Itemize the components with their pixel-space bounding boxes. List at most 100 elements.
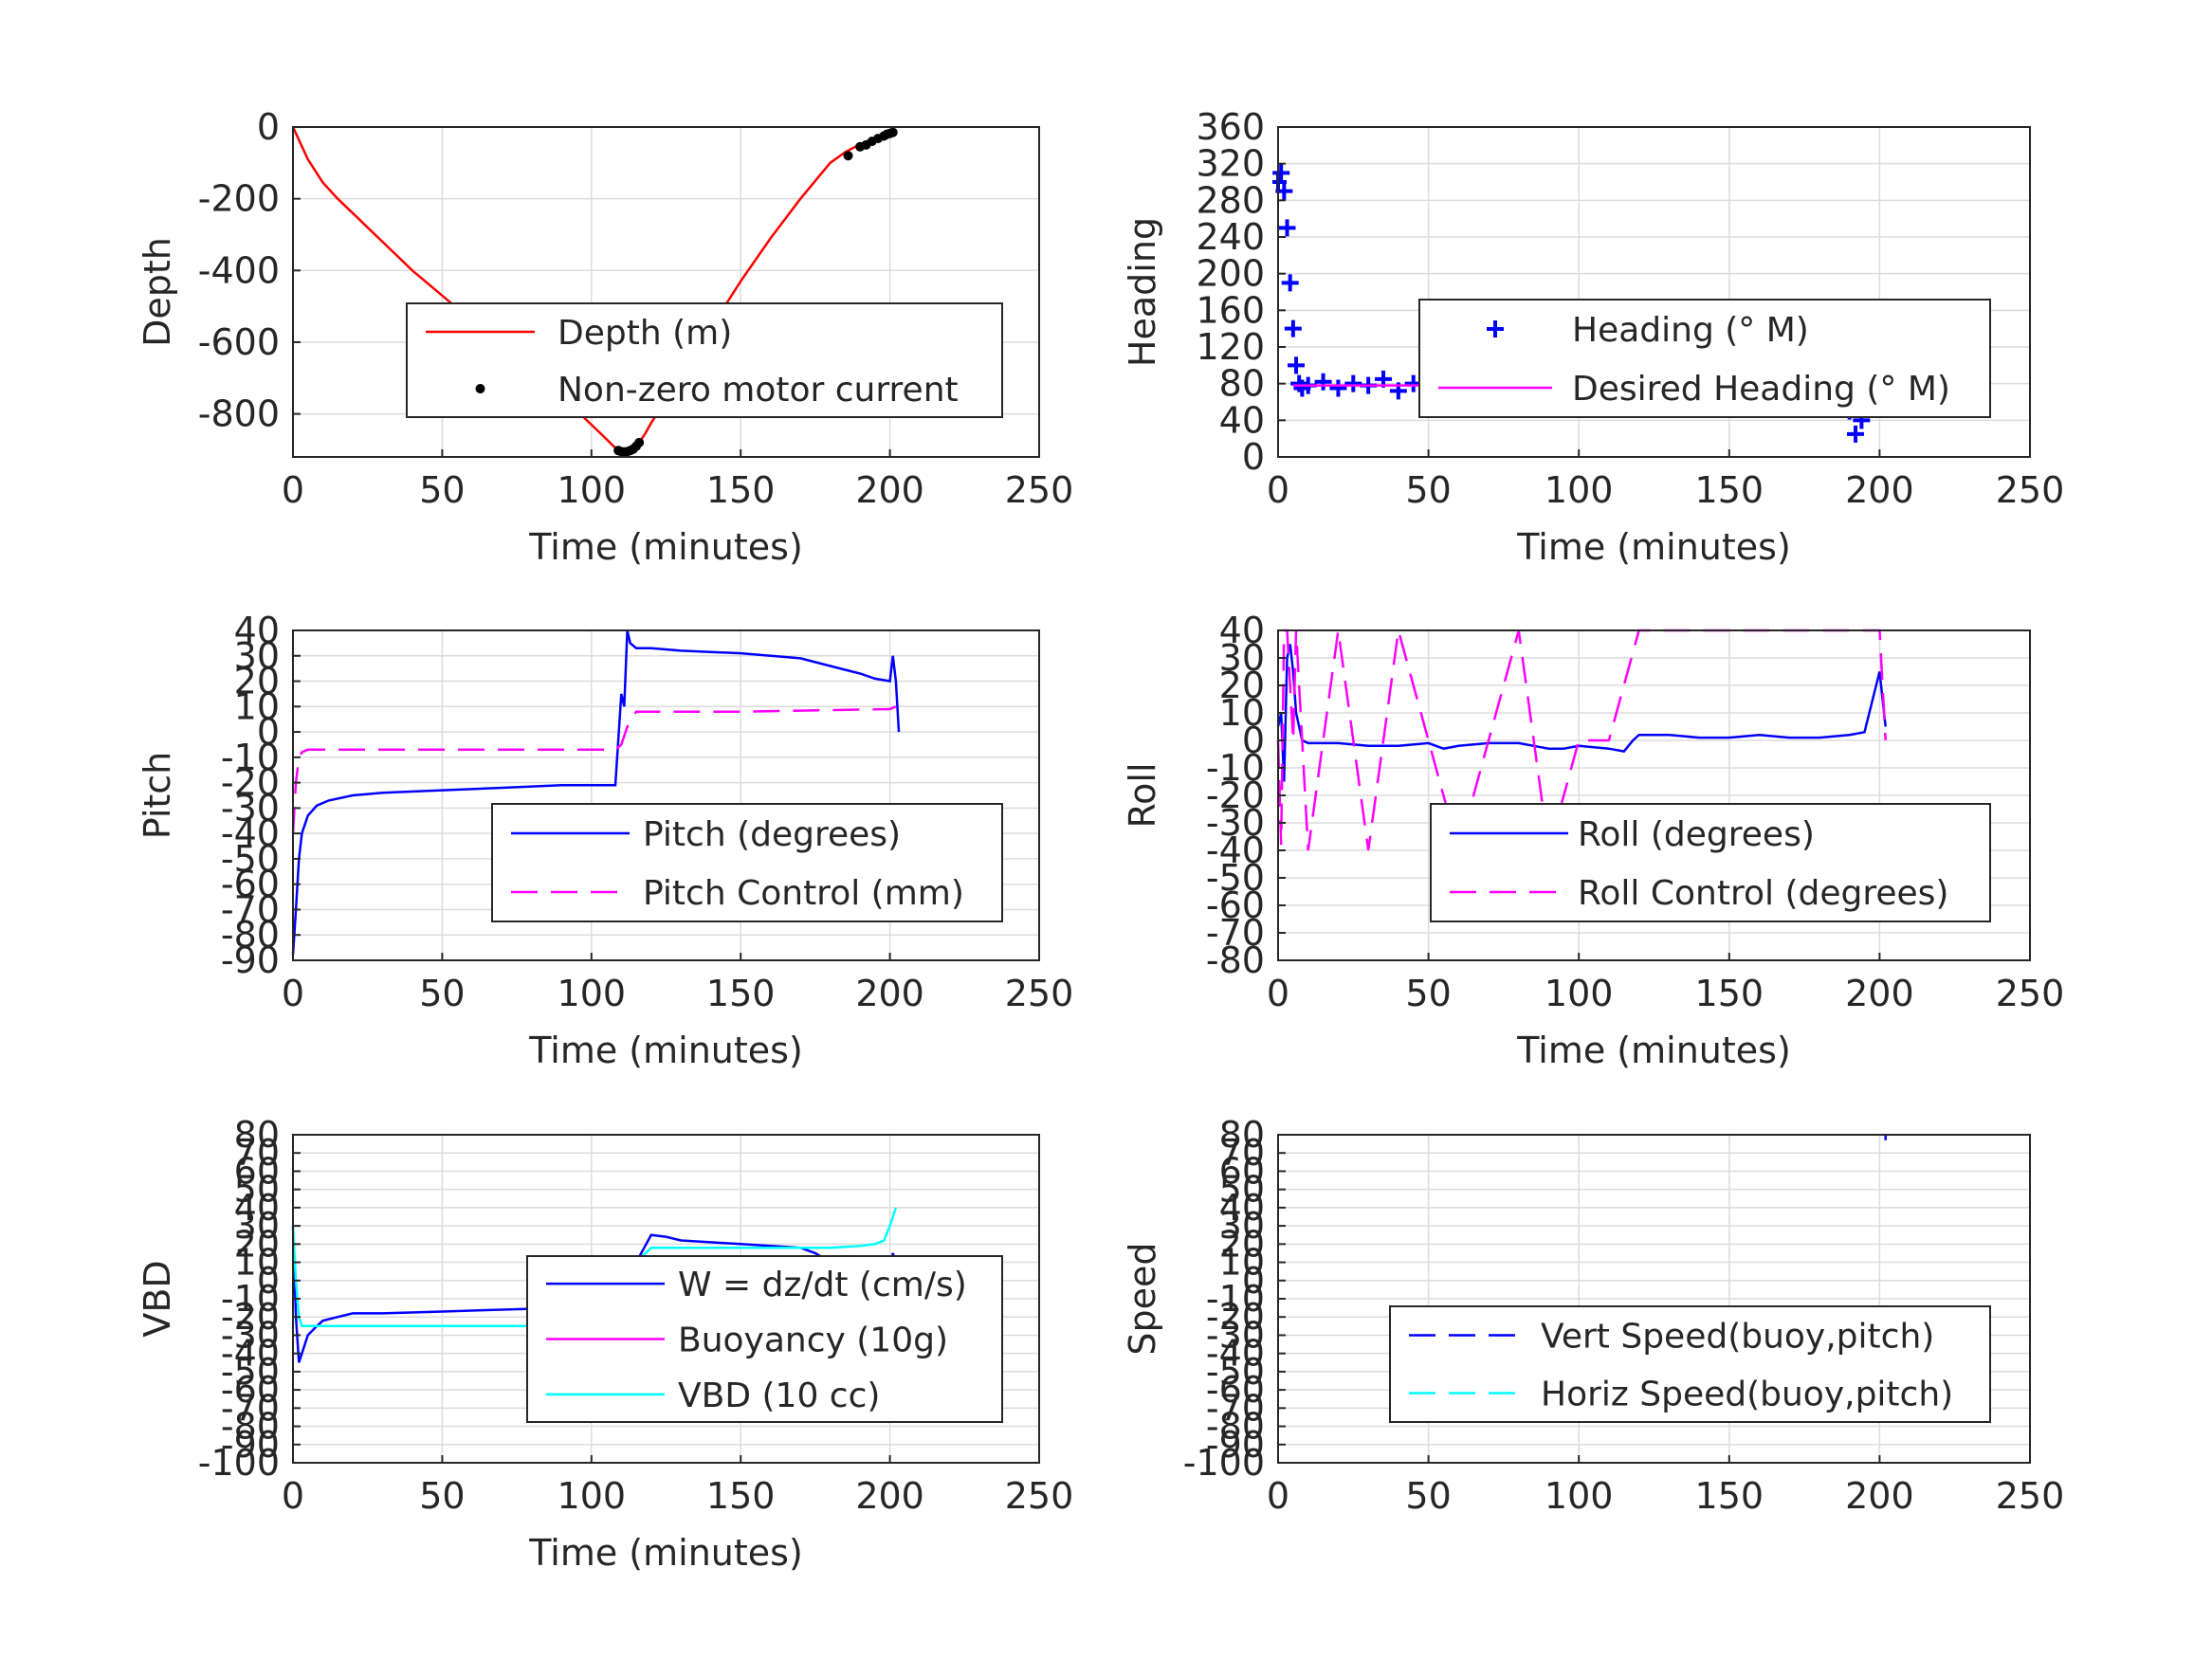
legend: Vert Speed(buoy,pitch) Horiz Speed(buoy,p… — [1389, 1305, 1991, 1423]
x-tick-label: 150 — [1695, 469, 1764, 511]
y-tick-label: -20 — [1206, 775, 1265, 816]
x-tick-label: 100 — [1545, 973, 1614, 1014]
x-tick-label: 150 — [1695, 973, 1764, 1014]
x-tick-label: 50 — [419, 973, 465, 1014]
legend: Pitch (degrees) Pitch Control (mm) — [491, 803, 1003, 922]
series-line-2 — [1276, 629, 1887, 855]
y-tick-label: -60 — [1206, 1369, 1265, 1411]
y-tick-label: -50 — [221, 838, 280, 880]
legend-marker — [475, 384, 485, 393]
x-tick-label: 200 — [855, 973, 924, 1014]
legend-label: Roll (degrees) — [1578, 815, 1815, 854]
data-point — [1284, 319, 1302, 337]
x-tick-label: 0 — [282, 469, 304, 511]
y-tick-label: -10 — [221, 737, 280, 778]
y-tick-label: -10 — [221, 1278, 280, 1320]
x-tick-label: 150 — [1695, 1475, 1764, 1517]
x-axis-label: Time (minutes) — [528, 526, 803, 568]
y-tick-label: -20 — [1206, 1296, 1265, 1338]
x-tick-label: 200 — [1845, 1475, 1914, 1517]
subplot-4: 0 50 100 150 200 250-80-70-60-50-40-30-20-100… — [1122, 610, 2064, 1071]
y-tick-label: -60 — [1206, 884, 1265, 926]
x-tick-label: 50 — [1405, 469, 1451, 511]
y-tick-label: 30 — [234, 635, 280, 677]
y-axis-label: Depth — [137, 237, 178, 347]
legend-box — [1418, 299, 1991, 418]
y-tick-label: -80 — [1206, 1406, 1265, 1448]
legend: Roll (degrees) Roll Control (degrees) — [1430, 803, 1991, 922]
y-tick-label: -30 — [221, 787, 280, 829]
data-point — [634, 437, 645, 447]
subplot-2: 0 50 100 150 200 2500408012016020024028032036… — [1122, 106, 2064, 568]
y-tick-label: -50 — [1206, 1351, 1265, 1393]
x-tick-label: 100 — [558, 1475, 627, 1517]
y-tick-label: 0 — [1242, 720, 1265, 761]
y-tick-label: -90 — [221, 939, 280, 981]
y-tick-label: 80 — [1219, 1114, 1265, 1156]
x-tick-label: 50 — [419, 1475, 465, 1517]
y-tick-label: -20 — [221, 1296, 280, 1338]
y-tick-label: -600 — [198, 321, 280, 363]
y-tick-label: -90 — [221, 1424, 280, 1466]
legend-label: Horiz Speed(buoy,pitch) — [1541, 1376, 1953, 1414]
legend-label: Depth (m) — [558, 314, 732, 353]
plot-border — [292, 629, 1040, 961]
legend: Depth (m) Non-zero motor current — [406, 302, 1003, 418]
x-tick-label: 50 — [1405, 973, 1451, 1014]
y-tick-label: 80 — [1219, 363, 1265, 405]
y-tick-label: 0 — [257, 106, 280, 148]
x-tick-label: 0 — [1267, 1475, 1289, 1517]
y-tick-label: 120 — [1196, 326, 1265, 368]
x-tick-label: 200 — [1845, 469, 1914, 511]
x-tick-label: 200 — [1845, 973, 1914, 1014]
y-tick-label: 70 — [1219, 1132, 1265, 1174]
y-tick-label: 40 — [234, 1187, 280, 1229]
x-tick-label: 200 — [855, 469, 924, 511]
y-tick-label: -80 — [221, 1406, 280, 1448]
x-axis-label: Time (minutes) — [1516, 526, 1791, 568]
y-tick-label: -200 — [198, 178, 280, 220]
legend-box — [406, 302, 1003, 418]
y-axis-label: Heading — [1122, 217, 1163, 367]
y-tick-label: -80 — [221, 914, 280, 956]
y-tick-label: 320 — [1196, 143, 1265, 185]
y-tick-label: -100 — [1183, 1442, 1265, 1484]
legend-marker — [1487, 320, 1504, 337]
y-axis-label: Roll — [1122, 762, 1163, 828]
data-point — [1344, 374, 1362, 392]
y-tick-label: -10 — [1206, 1278, 1265, 1320]
x-tick-label: 100 — [1545, 469, 1614, 511]
y-tick-label: 20 — [1219, 665, 1265, 706]
x-tick-label: 150 — [706, 1475, 776, 1517]
y-tick-label: 360 — [1196, 106, 1265, 148]
y-tick-label: -70 — [1206, 1387, 1265, 1429]
y-tick-label: -90 — [1206, 1424, 1265, 1466]
legend-label: W = dz/dt (cm/s) — [678, 1266, 967, 1304]
y-tick-label: -70 — [221, 1387, 280, 1429]
x-tick-label: 250 — [1996, 469, 2065, 511]
data-point — [887, 127, 898, 137]
y-tick-label: 40 — [1219, 610, 1265, 651]
data-point — [843, 151, 853, 161]
y-tick-label: 30 — [234, 1205, 280, 1247]
series-group — [1276, 629, 1887, 855]
y-axis-label: VBD — [137, 1260, 178, 1337]
y-tick-label: -800 — [198, 393, 280, 435]
x-tick-label: 250 — [1005, 469, 1074, 511]
y-tick-label: -10 — [1206, 747, 1265, 789]
y-tick-label: 10 — [234, 685, 280, 727]
y-tick-label: -400 — [198, 249, 280, 291]
x-tick-label: 200 — [855, 1475, 924, 1517]
legend: Heading (° M) Desired Heading (° M) — [1418, 299, 1991, 418]
y-tick-label: 20 — [234, 1223, 280, 1265]
legend-label: Vert Speed(buoy,pitch) — [1541, 1318, 1934, 1357]
legend-label: Buoyancy (10g) — [678, 1322, 948, 1360]
y-tick-label: 0 — [1242, 436, 1265, 478]
legend-label: Pitch Control (mm) — [643, 874, 964, 913]
x-axis-label: Time (minutes) — [1516, 1030, 1791, 1071]
y-tick-label: -60 — [221, 1369, 280, 1411]
legend-label: VBD (10 cc) — [678, 1376, 880, 1415]
x-axis-label: Time (minutes) — [528, 1532, 803, 1574]
x-tick-label: 250 — [1005, 973, 1074, 1014]
y-tick-label: -80 — [1206, 939, 1265, 981]
